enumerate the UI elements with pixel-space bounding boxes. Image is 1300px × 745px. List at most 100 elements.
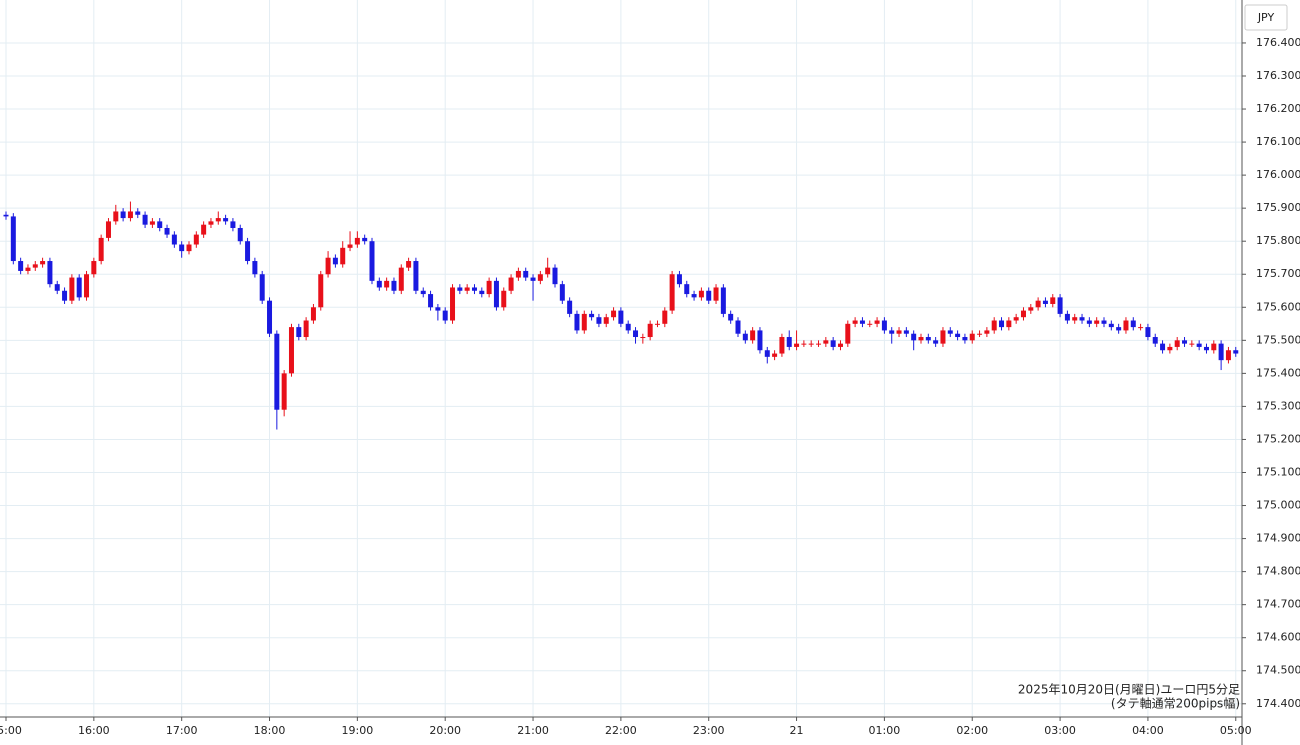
- y-tick-label: 175.500: [1256, 333, 1300, 346]
- candle-body: [1042, 300, 1048, 304]
- candle-body: [442, 310, 448, 321]
- x-tick-label: 18:00: [254, 724, 286, 737]
- candle-body: [223, 218, 229, 222]
- candle-body: [618, 310, 624, 324]
- candle-body: [1182, 340, 1188, 344]
- candle-body: [523, 270, 529, 278]
- candles: [3, 201, 1239, 430]
- candle-body: [318, 274, 324, 308]
- y-tick-label: 176.400: [1256, 36, 1300, 49]
- candle-body: [1225, 350, 1231, 361]
- candle-body: [662, 310, 668, 324]
- candle-body: [779, 337, 785, 354]
- candle-body: [706, 290, 712, 301]
- candle-body: [398, 267, 404, 291]
- x-tick-label: 21:00: [517, 724, 549, 737]
- candle-body: [589, 313, 595, 318]
- candle-body: [969, 333, 975, 341]
- candle-body: [215, 218, 221, 222]
- candle-body: [237, 227, 243, 242]
- candle-body: [896, 330, 902, 334]
- candle-body: [1203, 346, 1209, 351]
- candle-body: [171, 234, 177, 245]
- candle-body: [25, 267, 31, 271]
- candle-body: [742, 333, 748, 341]
- currency-label: JPY: [1257, 11, 1275, 24]
- candle-body: [603, 317, 609, 324]
- candle-body: [654, 323, 660, 325]
- candle-body: [40, 261, 46, 265]
- candle-body: [874, 320, 880, 324]
- candle-body: [120, 211, 126, 219]
- y-tick-label: 175.300: [1256, 399, 1300, 412]
- y-tick-label: 175.100: [1256, 465, 1300, 478]
- y-tick-label: 175.700: [1256, 267, 1300, 280]
- candle-body: [157, 221, 163, 228]
- x-tick-label: 21: [790, 724, 804, 737]
- candle-body: [230, 221, 236, 228]
- currency-box: [1244, 4, 1288, 31]
- candle-body: [837, 343, 843, 347]
- y-tick-label: 175.200: [1256, 432, 1300, 445]
- candle-body: [384, 280, 390, 288]
- candle-body: [903, 330, 909, 334]
- candle-body: [47, 261, 53, 285]
- candle-body: [647, 323, 653, 338]
- candle-body: [252, 261, 258, 275]
- x-tick-label: 19:00: [342, 724, 374, 737]
- y-tick-label: 174.700: [1256, 598, 1300, 611]
- y-tick-label: 175.900: [1256, 201, 1300, 214]
- y-tick-label: 174.900: [1256, 532, 1300, 545]
- candle-body: [76, 277, 82, 298]
- candle-body: [1152, 337, 1158, 344]
- candle-body: [830, 340, 836, 347]
- candle-body: [530, 277, 536, 281]
- candle-body: [750, 330, 756, 341]
- candle-body: [999, 320, 1005, 328]
- candle-body: [149, 221, 155, 225]
- candle-body: [105, 221, 111, 238]
- candle-body: [537, 274, 543, 281]
- axis-labels: 174.400 174.500 174.600 174.700 174.800 174.9…: [0, 36, 1300, 737]
- candle-body: [1035, 300, 1041, 308]
- candle-body: [772, 353, 778, 357]
- candle-body: [698, 290, 704, 298]
- candle-body: [325, 257, 331, 275]
- candle-body: [1072, 317, 1078, 321]
- candle-body: [1218, 343, 1224, 361]
- candle-body: [1196, 343, 1202, 347]
- candle-body: [574, 313, 580, 331]
- candle-body: [281, 373, 287, 410]
- candle-body: [354, 237, 360, 245]
- candle-body: [962, 337, 968, 341]
- candle-body: [808, 343, 814, 345]
- candle-body: [925, 337, 931, 341]
- y-tick-label: 174.800: [1256, 565, 1300, 578]
- candle-body: [113, 211, 119, 222]
- x-tick-label: 15:00: [0, 724, 22, 737]
- candle-body: [1079, 317, 1085, 321]
- candle-body: [567, 300, 573, 314]
- y-tick-label: 176.200: [1256, 102, 1300, 115]
- candle-body: [991, 320, 997, 331]
- candle-body: [1116, 327, 1122, 331]
- y-tick-label: 175.000: [1256, 499, 1300, 512]
- candle-body: [259, 274, 265, 301]
- candle-body: [559, 284, 565, 301]
- candle-body: [267, 300, 273, 334]
- candle-body: [486, 280, 492, 295]
- candle-body: [867, 323, 873, 325]
- candle-body: [62, 290, 68, 301]
- candle-body: [193, 234, 199, 245]
- y-tick-label: 175.600: [1256, 300, 1300, 313]
- candle-body: [1189, 343, 1195, 345]
- candle-body: [164, 227, 170, 235]
- candle-body: [1138, 327, 1144, 329]
- annotation: (タテ軸通常200pips幅): [1111, 696, 1240, 711]
- candle-body: [493, 280, 499, 308]
- y-tick-label: 175.400: [1256, 366, 1300, 379]
- candle-body: [69, 277, 75, 301]
- candle-body: [1050, 297, 1056, 304]
- candle-body: [720, 287, 726, 314]
